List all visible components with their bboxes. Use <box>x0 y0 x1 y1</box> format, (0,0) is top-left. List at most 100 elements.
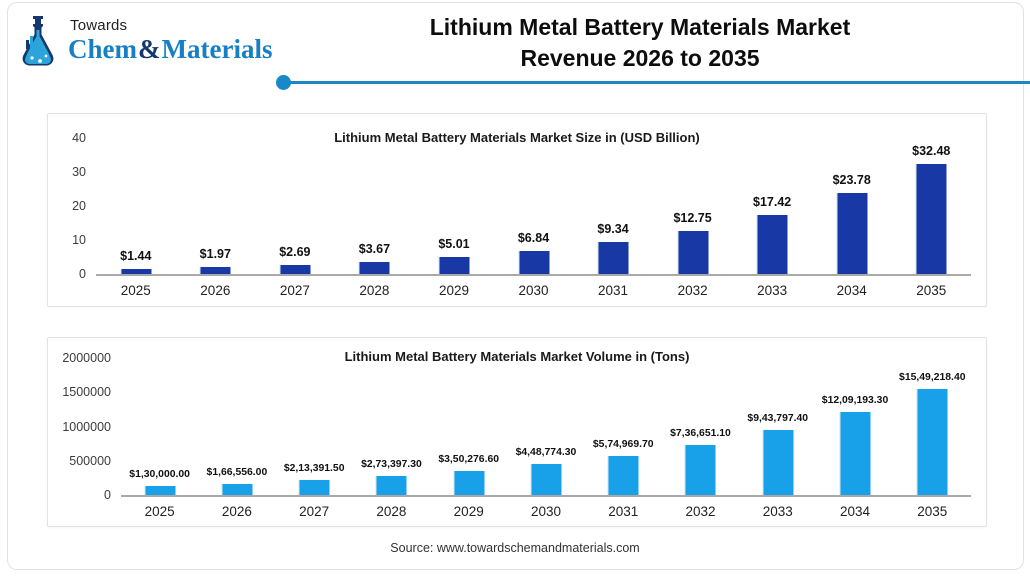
y-tick-label: 0 <box>79 267 86 281</box>
y-tick-label: 2000000 <box>62 351 111 365</box>
bar-slot-2032: $12.75 <box>653 138 733 274</box>
x-axis-volume: 2025 2026 2027 2028 2029 2030 2031 2032 2033 2034… <box>121 497 971 519</box>
y-tick-label: 500000 <box>69 453 111 468</box>
bar-slot-2033: $9,43,797.40 <box>739 358 816 495</box>
bar-value-label: $1.44 <box>120 249 152 264</box>
x-tick-label: 2034 <box>836 283 867 298</box>
bar-value-label: $15,49,218.40 <box>899 371 966 383</box>
page-title-line2: Revenue 2026 to 2035 <box>520 44 760 71</box>
bar-value-label: $3.67 <box>358 241 391 256</box>
x-tick-label: 2028 <box>376 504 407 519</box>
y-tick-label: 1000000 <box>62 419 111 434</box>
bar-value-label: $1,66,556.00 <box>206 466 268 478</box>
bar-2027 <box>279 264 311 274</box>
y-tick-label: 0 <box>104 488 111 502</box>
source-text: Source: www.towardschemandmaterials.com <box>390 541 640 555</box>
x-tick-label: 2033 <box>762 504 793 519</box>
x-axis-size: 2025 2026 2027 2028 2029 2030 2031 2032 2033 2034… <box>96 276 971 298</box>
y-tick-label: 30 <box>72 165 86 179</box>
bar-slot-2025: $1,30,000.00 <box>121 358 198 495</box>
bar-value-label: $12,09,193.30 <box>821 395 889 407</box>
bar-slot-2026: $1.97 <box>176 138 256 274</box>
y-axis-volume: 2000000 1500000 1000000 500000 0 <box>56 351 121 502</box>
logo-brand-text: Chem&Materials <box>68 33 273 64</box>
bar-2031 <box>607 455 639 495</box>
x-tick-label: 2026 <box>221 504 252 519</box>
bar-slot-2027: $2.69 <box>255 138 335 274</box>
bar-2025 <box>144 486 176 495</box>
bar-value-label: $1.97 <box>199 247 231 262</box>
bar-2034 <box>836 193 868 274</box>
x-tick-label: 2030 <box>518 283 549 298</box>
bar-slot-2030: $4,48,774.30 <box>507 358 584 495</box>
page-title-line1: Lithium Metal Battery Materials Market <box>429 14 851 40</box>
bar-2032 <box>684 444 716 495</box>
market-volume-chart-panel: Lithium Metal Battery Materials Market V… <box>47 337 987 527</box>
bar-2031 <box>597 242 629 274</box>
x-tick-label: 2033 <box>757 283 788 298</box>
x-tick-label: 2027 <box>299 504 330 519</box>
x-tick-label: 2026 <box>200 283 231 298</box>
bar-2033 <box>762 430 794 495</box>
x-tick-label: 2034 <box>840 504 871 519</box>
bar-2029 <box>453 471 485 495</box>
bar-value-label: $9,43,797.40 <box>747 413 809 425</box>
x-tick-label: 2028 <box>359 283 390 298</box>
brand-logo: Towards Chem&Materials <box>14 12 272 72</box>
y-tick-label: 10 <box>72 233 86 247</box>
y-tick-label: 1500000 <box>62 385 111 400</box>
bar-slot-2032: $7,36,651.10 <box>662 358 739 495</box>
bar-value-label: $3,50,276.60 <box>438 454 500 466</box>
chart-title-volume: Lithium Metal Battery Materials Market V… <box>344 349 690 364</box>
y-tick-label: 20 <box>72 199 86 213</box>
bar-2033 <box>756 214 788 274</box>
flask-logo-icon <box>22 16 54 66</box>
bar-value-label: $6.84 <box>517 230 550 245</box>
chart-title-size: Lithium Metal Battery Materials Market S… <box>334 130 700 145</box>
bar-2032 <box>677 230 709 274</box>
bar-slot-2030: $6.84 <box>494 138 574 274</box>
bar-slot-2029: $3,50,276.60 <box>430 358 507 495</box>
bar-value-label: $9.34 <box>597 222 629 237</box>
header-divider-dot <box>276 75 291 90</box>
bar-2027 <box>298 480 330 495</box>
bar-value-label: $32.48 <box>912 143 951 158</box>
x-tick-label: 2031 <box>598 283 629 298</box>
bar-2030 <box>518 250 549 274</box>
logo-towards-text: Towards <box>70 17 128 34</box>
plot-area-volume: $1,30,000.00 $1,66,556.00 $2,13,391.50 $2,7… <box>121 358 971 497</box>
x-tick-label: 2029 <box>453 504 484 519</box>
bar-slot-2027: $2,13,391.50 <box>276 358 353 495</box>
bar-2026 <box>221 483 253 495</box>
y-axis-size: 40 30 20 10 0 <box>56 131 96 281</box>
bar-value-label: $2,73,397.30 <box>361 459 422 471</box>
bar-value-label: $7,36,651.10 <box>670 427 731 439</box>
page-title: Lithium Metal Battery Materials Market R… <box>250 12 1030 73</box>
x-tick-label: 2025 <box>144 504 175 519</box>
bar-value-label: $5,74,969.70 <box>592 438 654 450</box>
bar-2025 <box>120 269 152 274</box>
x-tick-label: 2029 <box>438 283 469 298</box>
bar-value-label: $5.01 <box>438 236 470 251</box>
bar-value-label: $17.42 <box>753 194 792 209</box>
x-tick-label: 2032 <box>677 283 708 298</box>
x-tick-label: 2031 <box>608 504 639 519</box>
chart-body-size: 40 30 20 10 0 $1.44 $1.97 $2.69 $3.67 $5.01 $6.84… <box>56 131 971 298</box>
plot-area-size: $1.44 $1.97 $2.69 $3.67 $5.01 $6.84 $9.34 $12.7… <box>96 138 971 276</box>
bar-slot-2028: $3.67 <box>335 138 415 274</box>
x-tick-label: 2027 <box>279 283 310 298</box>
x-tick-label: 2035 <box>917 504 948 519</box>
bar-2029 <box>438 257 470 274</box>
bar-value-label: $1,30,000.00 <box>129 469 190 481</box>
bar-slot-2035: $32.48 <box>891 138 971 274</box>
bar-slot-2031: $9.34 <box>573 138 653 274</box>
bar-2028 <box>375 476 407 495</box>
x-tick-label: 2035 <box>916 283 947 298</box>
bar-slot-2035: $15,49,218.40 <box>894 358 971 495</box>
bar-slot-2033: $17.42 <box>732 138 812 274</box>
bar-value-label: $4,48,774.30 <box>515 447 577 459</box>
chart-body-volume: 2000000 1500000 1000000 500000 0 $1,30,000.0… <box>56 351 971 519</box>
bar-slot-2034: $23.78 <box>812 138 892 274</box>
x-tick-label: 2032 <box>685 504 716 519</box>
